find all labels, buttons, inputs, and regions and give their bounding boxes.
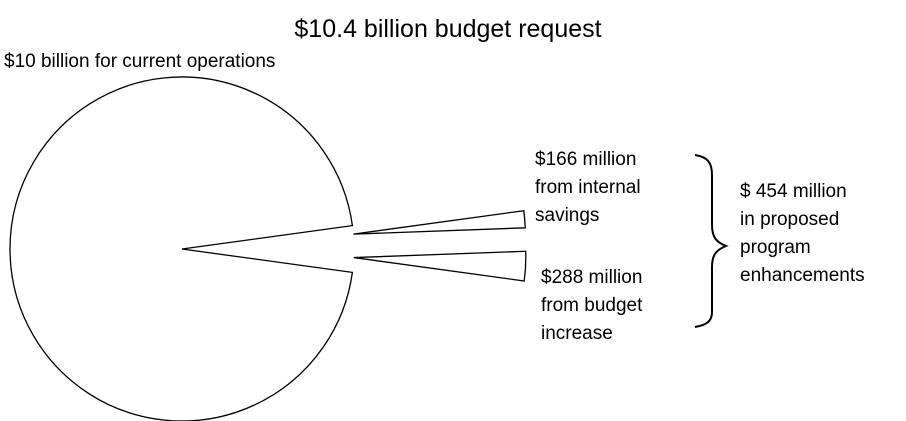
annotation-line-1: $ 454 million bbox=[740, 181, 847, 202]
pie-slice-budget-increase bbox=[353, 250, 527, 282]
pie-slice-current-operations bbox=[9, 76, 354, 421]
slice-label-budget-increase-line-2: from budget bbox=[541, 295, 643, 316]
pie-slice-internal-savings bbox=[353, 210, 526, 235]
grouping-brace bbox=[694, 154, 729, 328]
slice-label-current-operations: $10 billion for current operations bbox=[4, 51, 275, 72]
annotation-line-2: in proposed bbox=[740, 209, 839, 230]
chart-title: $10.4 billion budget request bbox=[294, 15, 601, 43]
annotation-line-4: enhancements bbox=[740, 265, 865, 286]
pie-slices bbox=[9, 76, 527, 421]
slice-label-internal-savings-line-2: from internal bbox=[535, 177, 641, 198]
slice-label-internal-savings: $166 million from internal savings bbox=[535, 149, 641, 226]
slice-label-budget-increase-line-1: $288 million bbox=[541, 267, 642, 288]
slice-label-internal-savings-line-3: savings bbox=[535, 205, 599, 226]
slice-label-budget-increase-line-3: increase bbox=[541, 323, 613, 344]
annotation-line-3: program bbox=[740, 237, 811, 258]
slice-label-budget-increase: $288 million from budget increase bbox=[541, 267, 643, 344]
annotation-enhancements: $ 454 million in proposed program enhanc… bbox=[740, 181, 865, 286]
slice-label-internal-savings-line-1: $166 million bbox=[535, 149, 636, 170]
